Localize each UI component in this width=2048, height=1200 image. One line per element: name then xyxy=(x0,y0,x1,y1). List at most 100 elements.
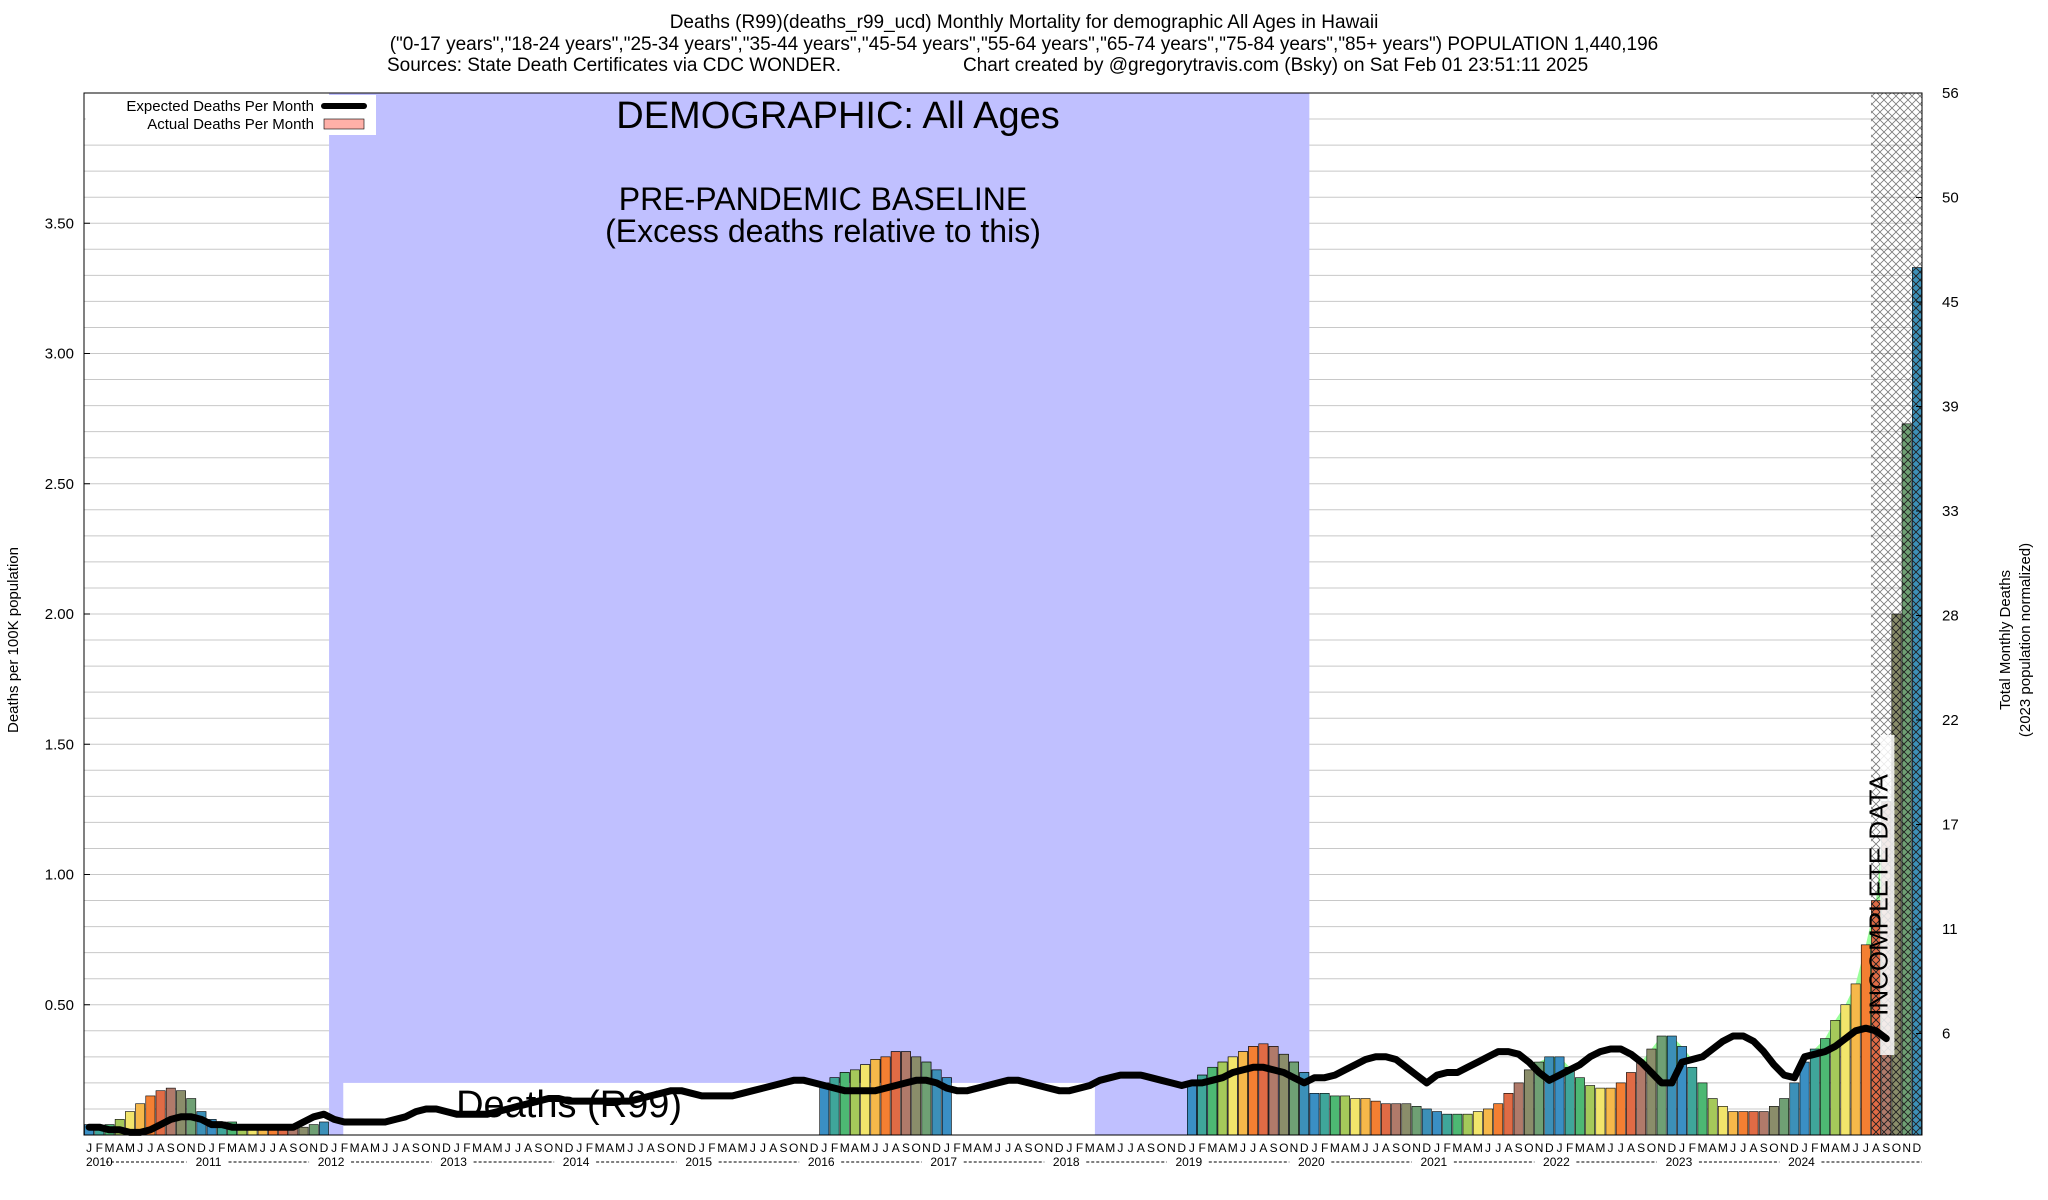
bar xyxy=(1381,1103,1391,1136)
y-tick-label: 3.00 xyxy=(45,346,74,363)
x-tick-month: A xyxy=(402,1141,410,1155)
x-tick-month: J xyxy=(270,1141,276,1155)
x-tick-month: S xyxy=(1270,1141,1278,1155)
x-tick-month: M xyxy=(962,1141,972,1155)
y-tick-label: 0.50 xyxy=(45,997,74,1014)
bar xyxy=(1442,1113,1453,1136)
x-tick-month: J xyxy=(1250,1141,1256,1155)
x-tick-month: J xyxy=(454,1141,460,1155)
x-tick-month: J xyxy=(209,1141,215,1155)
x-tick-month: J xyxy=(1189,1141,1195,1155)
bar xyxy=(1350,1098,1361,1136)
x-tick-month: A xyxy=(1464,1141,1472,1155)
x-tick-month: F xyxy=(1444,1141,1451,1155)
x-tick-year: 2010 xyxy=(86,1155,113,1169)
bar xyxy=(1738,1111,1749,1136)
x-tick-month: M xyxy=(1697,1141,1707,1155)
x-tick-month: O xyxy=(1647,1141,1656,1155)
x-tick-month: M xyxy=(1452,1141,1462,1155)
x-tick-month: O xyxy=(299,1141,308,1155)
x-tick-month: S xyxy=(657,1141,665,1155)
x-tick-month: N xyxy=(187,1141,196,1155)
x-tick-month: D xyxy=(1177,1141,1186,1155)
x-tick-month: S xyxy=(1025,1141,1033,1155)
bar xyxy=(901,1051,911,1136)
x-tick-month: A xyxy=(1219,1141,1227,1155)
x-tick-year: 2012 xyxy=(318,1155,345,1169)
x-tick-month: M xyxy=(738,1141,748,1155)
x-tick-month: J xyxy=(1117,1141,1123,1155)
x-tick-year: 2013 xyxy=(440,1155,467,1169)
chart-subtitle: ("0-17 years","18-24 years","25-34 years… xyxy=(389,34,1659,55)
x-tick-month: M xyxy=(1575,1141,1585,1155)
x-tick-month: J xyxy=(382,1141,388,1155)
x-tick-month: M xyxy=(860,1141,870,1155)
x-tick-month: J xyxy=(1730,1141,1736,1155)
x-tick-month: M xyxy=(717,1141,727,1155)
x-tick-month: S xyxy=(1882,1141,1890,1155)
legend-actual-label: Actual Deaths Per Month xyxy=(147,116,314,133)
x-tick-month: J xyxy=(1495,1141,1501,1155)
chart-title: Deaths (R99)(deaths_r99_ucd) Monthly Mor… xyxy=(669,12,1379,33)
x-tick-month: J xyxy=(944,1141,950,1155)
y2-axis-label: Total Monthly Deaths xyxy=(1997,570,2014,710)
x-tick-month: J xyxy=(1066,1141,1072,1155)
x-tick-month: D xyxy=(932,1141,941,1155)
bar xyxy=(911,1056,922,1136)
bar xyxy=(1575,1077,1585,1136)
bar xyxy=(1748,1111,1759,1136)
x-tick-month: D xyxy=(687,1141,696,1155)
bar xyxy=(819,1082,830,1136)
bar xyxy=(1564,1066,1575,1136)
bar xyxy=(1769,1106,1779,1136)
x-tick-month: O xyxy=(421,1141,430,1155)
x-tick-month: M xyxy=(350,1141,360,1155)
x-tick-month: M xyxy=(1105,1141,1115,1155)
x-tick-month: F xyxy=(1689,1141,1696,1155)
x-tick-month: J xyxy=(1373,1141,1379,1155)
x-tick-month: F xyxy=(218,1141,225,1155)
incomplete-region xyxy=(1870,93,1922,1135)
x-tick-month: A xyxy=(1341,1141,1349,1155)
baseline-region xyxy=(329,93,1310,1135)
x-tick-year: 2024 xyxy=(1788,1155,1815,1169)
bar xyxy=(1472,1111,1483,1136)
x-tick-month: S xyxy=(412,1141,420,1155)
x-tick-month: O xyxy=(1769,1141,1778,1155)
x-tick-month: A xyxy=(606,1141,614,1155)
x-tick-month: N xyxy=(1045,1141,1054,1155)
bar xyxy=(1503,1093,1514,1136)
x-tick-month: J xyxy=(331,1141,337,1155)
demographic-annotation: DEMOGRAPHIC: All Ages xyxy=(616,95,1059,137)
bar xyxy=(1421,1108,1432,1136)
x-tick-month: S xyxy=(1515,1141,1523,1155)
x-tick-month: J xyxy=(1128,1141,1134,1155)
x-tick-month: M xyxy=(1228,1141,1238,1155)
x-tick-month: M xyxy=(1473,1141,1483,1155)
x-tick-month: D xyxy=(1055,1141,1064,1155)
bar xyxy=(1717,1106,1728,1136)
x-tick-month: N xyxy=(1657,1141,1666,1155)
bar xyxy=(1809,1048,1820,1136)
x-tick-month: J xyxy=(995,1141,1001,1155)
x-tick-month: D xyxy=(1300,1141,1309,1155)
bar xyxy=(1840,1004,1851,1136)
x-tick-month: M xyxy=(1207,1141,1217,1155)
bar xyxy=(1830,1020,1841,1136)
x-tick-month: J xyxy=(1005,1141,1011,1155)
y-tick-label: 1.50 xyxy=(45,736,74,753)
bar xyxy=(1268,1046,1279,1136)
bar xyxy=(1462,1113,1473,1136)
x-tick-month: S xyxy=(534,1141,542,1155)
incomplete-label: INCOMPLETE DATA xyxy=(1863,773,1893,1015)
bar xyxy=(1391,1103,1402,1136)
bar xyxy=(319,1121,329,1136)
x-tick-month: A xyxy=(1709,1141,1717,1155)
x-tick-month: J xyxy=(515,1141,521,1155)
bar xyxy=(870,1059,881,1136)
x-tick-month: J xyxy=(699,1141,705,1155)
x-tick-month: M xyxy=(983,1141,993,1155)
x-tick-month: J xyxy=(576,1141,582,1155)
x-tick-month: M xyxy=(595,1141,605,1155)
x-tick-month: J xyxy=(638,1141,644,1155)
